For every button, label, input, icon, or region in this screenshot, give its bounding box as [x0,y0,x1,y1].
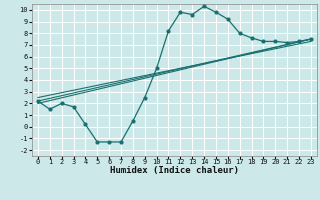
X-axis label: Humidex (Indice chaleur): Humidex (Indice chaleur) [110,166,239,175]
